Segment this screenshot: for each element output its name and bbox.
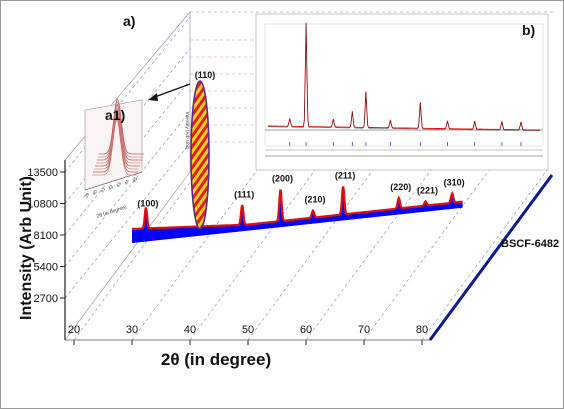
peak-label: (210) <box>304 195 325 205</box>
peak-label: (310) <box>444 177 465 187</box>
grid-line-x <box>247 169 374 341</box>
y-axis: 2700 5400 8100 10800 13500 <box>27 160 66 340</box>
inset-a1-xlabel: 2θ (in degree) <box>96 204 128 219</box>
inset-b-calc-curve <box>268 23 540 132</box>
inset-a1: 39 40 41 42 43 44 45 2θ (in degree) <box>83 98 144 220</box>
main-panel-label: a) <box>123 13 135 29</box>
y-tick-label: 10800 <box>27 199 58 211</box>
x-tick-label: 40 <box>184 324 196 336</box>
y-axis-title: Intensity (Arb Unit) <box>18 176 35 320</box>
x-tick-label: 70 <box>358 324 370 336</box>
peak-label: (211) <box>335 170 356 180</box>
a1-curve <box>98 101 143 158</box>
pattern-fill <box>132 186 463 243</box>
a1-curve <box>95 110 140 167</box>
x-tick-label: 80 <box>416 324 428 336</box>
pattern-line <box>132 186 463 231</box>
peak-label: (220) <box>390 182 411 192</box>
peak-label: (100) <box>137 199 158 209</box>
a1-tick-label: 39 <box>83 191 90 198</box>
a1-curve <box>96 107 141 164</box>
grid-line-x <box>421 169 548 341</box>
zoom-arrow <box>151 83 191 99</box>
a1-tick-label: 42 <box>107 184 114 191</box>
peak-110-highlight <box>190 80 210 230</box>
a1-tick-label: 45 <box>131 176 138 183</box>
grid-line-x <box>189 169 316 341</box>
peak-labels: (100) (110) (111) (200) (210) (211) (220) (221)… <box>137 70 464 209</box>
grid-line-x <box>73 169 200 341</box>
peak-label: (200) <box>272 174 293 184</box>
grid-lines <box>64 16 548 341</box>
floor-edge <box>428 174 554 341</box>
inset-b-curve <box>268 22 540 131</box>
zoom-arrow-head <box>148 93 158 101</box>
a1-curve <box>94 113 139 170</box>
inset-b-label: b) <box>522 22 535 38</box>
y-tick-label: 5400 <box>34 262 58 274</box>
a1-tick-label: 44 <box>123 178 130 185</box>
peak-label: (110) <box>195 70 216 80</box>
y-tick-label: 8100 <box>34 230 58 242</box>
x-tick-label: 60 <box>300 324 312 336</box>
x-tick-label: 50 <box>242 324 254 336</box>
a1-tick-label: 41 <box>99 186 106 193</box>
x-tick-label: 20 <box>68 324 80 336</box>
inset-rotated-label: Intensity (Arb Unit) <box>185 112 190 150</box>
x-tick-label: 30 <box>126 324 138 336</box>
x-axis: 20 30 40 50 60 70 80 <box>68 324 428 345</box>
sample-label: BSCF-6482 <box>501 238 559 250</box>
inset-b <box>255 13 549 171</box>
peak-label: (111) <box>234 189 254 199</box>
inset-a1-label: a1) <box>105 107 125 123</box>
x-axis-title: 2θ (in degree) <box>161 350 271 369</box>
a1-curve <box>99 98 144 155</box>
grid-line-x <box>131 169 258 341</box>
peak-label: (221) <box>417 186 438 196</box>
y-tick-label: 13500 <box>27 167 58 179</box>
xrd-pattern <box>132 186 463 243</box>
grid-line-x <box>305 169 432 341</box>
a1-tick-label: 40 <box>91 189 98 196</box>
grid-line-x <box>363 169 490 341</box>
a1-tick-label: 43 <box>115 181 122 188</box>
a1-curve <box>97 104 142 161</box>
y-tick-label: 2700 <box>34 293 58 305</box>
